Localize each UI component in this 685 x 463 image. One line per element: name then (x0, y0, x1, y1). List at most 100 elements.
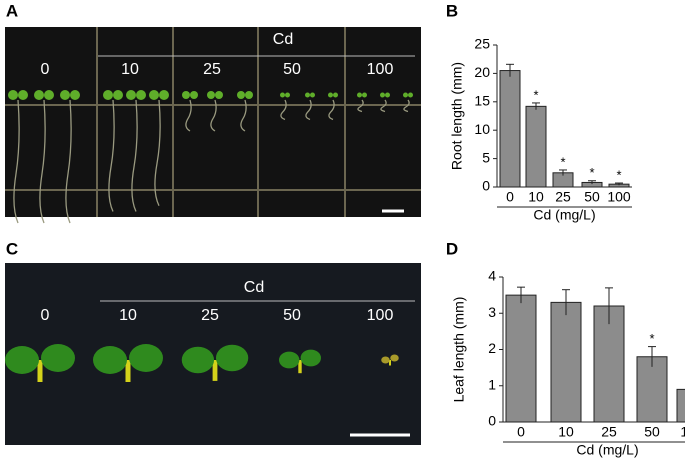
y-tick-label: 3 (488, 304, 496, 320)
y-tick-label: 5 (482, 149, 490, 165)
group-label: Cd (244, 279, 264, 296)
x-tick-label: 100 (680, 424, 685, 440)
cotyledon (149, 90, 159, 100)
panel-label: C (6, 239, 18, 258)
cotyledon (403, 92, 408, 98)
y-tick-label: 1 (488, 376, 496, 392)
root (210, 99, 217, 132)
photo-a (5, 27, 421, 217)
seedlings (8, 90, 413, 224)
x-tick-label: 0 (506, 189, 514, 205)
root (154, 99, 161, 207)
cotyledon (237, 91, 245, 99)
bar (550, 301, 582, 423)
condition-label: 100 (367, 307, 394, 324)
leaf (5, 346, 39, 374)
condition-label: 25 (201, 307, 219, 324)
condition-label: 10 (121, 61, 139, 78)
bar (505, 294, 537, 423)
bar (525, 105, 547, 188)
root (65, 99, 72, 224)
y-axis-label: Root length (mm) (449, 62, 465, 170)
root (240, 99, 247, 132)
cotyledon (70, 90, 80, 100)
cotyledon (113, 90, 123, 100)
cotyledon (362, 92, 367, 98)
cotyledon (34, 90, 44, 100)
cotyledon (380, 92, 385, 98)
cotyledon (44, 90, 54, 100)
leaf (381, 356, 390, 364)
cotyledon (245, 91, 253, 99)
leaf (279, 351, 300, 369)
root (185, 99, 192, 132)
panel-label: A (6, 1, 18, 20)
group-label: Cd (273, 31, 293, 48)
x-tick-label: 100 (607, 189, 631, 205)
cotyledon (408, 92, 413, 98)
cotyledon (159, 90, 169, 100)
condition-label: 100 (367, 61, 394, 78)
x-tick-label: 25 (555, 189, 571, 205)
panel-label: D (446, 239, 458, 258)
root (380, 99, 387, 113)
y-tick-label: 20 (474, 64, 490, 80)
cotyledon (207, 91, 215, 99)
y-tick-label: 2 (488, 340, 496, 356)
significance: * (649, 331, 654, 346)
cotyledon (103, 90, 113, 100)
root (39, 99, 46, 224)
leaf (129, 344, 163, 372)
leaf (93, 346, 127, 374)
cotyledon (126, 90, 136, 100)
cotyledon (182, 91, 190, 99)
significance: * (533, 87, 538, 102)
significance: * (589, 165, 594, 180)
leaf (390, 354, 399, 362)
y-tick-label: 15 (474, 93, 490, 109)
x-tick-label: 0 (517, 424, 525, 440)
cotyledon (280, 92, 285, 98)
cotyledon (285, 92, 290, 98)
y-tick-label: 10 (474, 121, 490, 137)
panel-label: B (446, 1, 458, 20)
leaf (300, 349, 321, 367)
leaf (215, 344, 249, 372)
cotyledon (215, 91, 223, 99)
condition-label: 0 (41, 307, 50, 324)
condition-label: 50 (283, 307, 301, 324)
x-tick-label: 10 (528, 189, 544, 205)
root (305, 99, 312, 121)
significance: * (560, 154, 565, 169)
significance: * (616, 167, 621, 182)
root (280, 99, 287, 121)
y-axis-label: Leaf length (mm) (451, 297, 467, 403)
cotyledon (18, 90, 28, 100)
cotyledon (190, 91, 198, 99)
x-tick-label: 50 (584, 189, 600, 205)
condition-label: 0 (41, 61, 50, 78)
condition-label: 50 (283, 61, 301, 78)
x-axis-label: Cd (mg/L) (533, 207, 595, 223)
bar (636, 356, 668, 423)
cotyledon (8, 90, 18, 100)
root (13, 99, 20, 224)
leaf (41, 344, 75, 372)
condition-label: 10 (119, 307, 137, 324)
cotyledon (357, 92, 362, 98)
cotyledon (385, 92, 390, 98)
root (131, 99, 138, 212)
condition-label: 25 (203, 61, 221, 78)
cotyledon (333, 92, 338, 98)
x-tick-label: 10 (558, 424, 574, 440)
cotyledon (60, 90, 70, 100)
root (328, 99, 335, 121)
photo-c (5, 263, 421, 445)
cotyledon (136, 90, 146, 100)
x-tick-label: 25 (601, 424, 617, 440)
y-tick-label: 4 (488, 268, 496, 284)
bar (593, 305, 625, 423)
x-tick-label: 50 (644, 424, 660, 440)
cotyledon (310, 92, 315, 98)
